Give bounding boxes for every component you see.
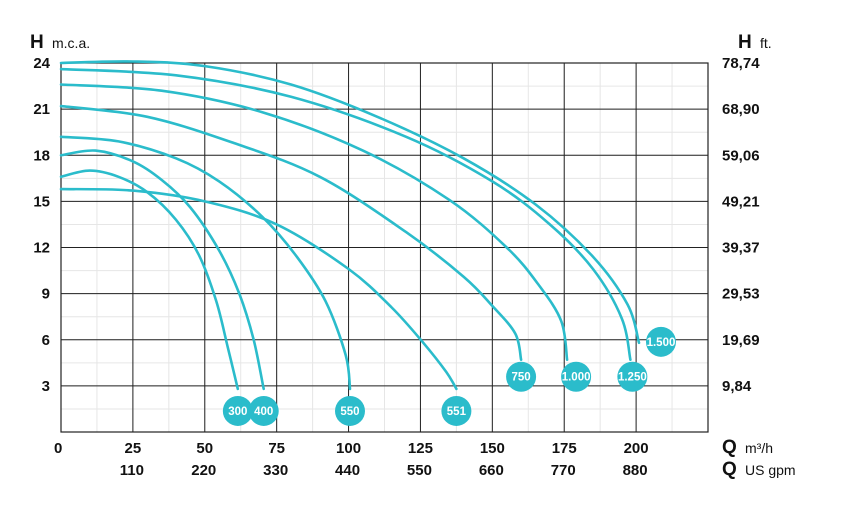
- x-primary-symbol: Q: [722, 437, 737, 458]
- x-primary-tick: 175: [552, 440, 577, 457]
- model-badge-300: 300: [222, 395, 253, 426]
- y-right-symbol: H: [738, 32, 752, 53]
- model-badge-400: 400: [248, 395, 279, 426]
- model-badge-label: 1.000: [562, 372, 591, 384]
- x-secondary-axis-title: Q US gpm: [722, 459, 796, 480]
- y-right-tick: 59,06: [722, 147, 760, 164]
- y-right-unit: ft.: [760, 35, 772, 51]
- y-right-tick: 9,84: [722, 378, 752, 395]
- x-secondary-symbol: Q: [722, 459, 737, 480]
- x-secondary-tick: 880: [623, 462, 648, 479]
- curve-550: [59, 135, 352, 391]
- model-badge-label: 551: [447, 406, 467, 418]
- model-badge-label: 550: [340, 406, 359, 418]
- curve-1000: [59, 83, 569, 361]
- y-left-tick: 15: [33, 193, 50, 210]
- curve-551: [59, 187, 458, 391]
- y-left-tick: 6: [42, 332, 50, 349]
- x-primary-tick: 25: [125, 440, 142, 457]
- model-badge-1000: 1.000: [561, 361, 592, 392]
- x-secondary-tick: 440: [335, 462, 360, 479]
- x-secondary-tick: 110: [120, 462, 144, 479]
- x-secondary-unit: US gpm: [745, 462, 796, 478]
- model-badge-label: 300: [228, 406, 247, 418]
- y-left-tick: 12: [33, 240, 50, 257]
- model-badge-label: 1.250: [618, 372, 647, 384]
- y-right-tick: 49,21: [722, 193, 760, 210]
- model-badge-750: 750: [506, 361, 537, 392]
- x-primary-tick: 200: [624, 440, 649, 457]
- y-left-tick: 3: [42, 378, 50, 395]
- model-badge-circle: [441, 395, 472, 426]
- y-right-tick: 68,90: [722, 101, 760, 118]
- y-left-tick: 24: [33, 55, 50, 72]
- x-primary-unit: m³/h: [745, 440, 773, 456]
- model-badge-circle: [334, 395, 365, 426]
- y-right-tick: 78,74: [722, 55, 760, 72]
- x-primary-axis-title: Q m³/h: [722, 437, 773, 458]
- y-left-unit: m.c.a.: [52, 35, 90, 51]
- x-secondary-tick: 660: [479, 462, 504, 479]
- y-left-tick: 18: [33, 147, 50, 164]
- x-primary-tick: 125: [408, 440, 433, 457]
- curve-400: [59, 149, 265, 391]
- y-left-symbol: H: [30, 32, 44, 53]
- x-secondary-tick: 770: [551, 462, 576, 479]
- y-left-tick: 21: [33, 101, 50, 118]
- curve-300: [59, 169, 240, 391]
- plot-area: [60, 62, 709, 433]
- x-primary-tick: 150: [480, 440, 505, 457]
- x-secondary-tick: 330: [263, 462, 288, 479]
- y-right-tick: 29,53: [722, 286, 760, 303]
- y-right-axis-title: H ft.: [738, 32, 772, 53]
- curve-1250: [59, 67, 632, 361]
- model-labels: 300 400 550 551 750 1.000 1.250 1.500: [222, 326, 676, 426]
- model-badge-label: 1.500: [647, 337, 676, 349]
- model-badge-551: 551: [441, 395, 472, 426]
- x-secondary-tick: 220: [191, 462, 216, 479]
- model-badge-circle: [561, 361, 592, 392]
- model-badge-circle: [222, 395, 253, 426]
- model-badge-circle: [645, 326, 676, 357]
- x-primary-tick: 50: [196, 440, 213, 457]
- model-badge-label: 750: [511, 372, 530, 384]
- model-badge-circle: [248, 395, 279, 426]
- x-primary-tick: 0: [54, 440, 62, 457]
- x-secondary-tick: 550: [407, 462, 432, 479]
- model-badge-1500: 1.500: [645, 326, 676, 357]
- model-badge-label: 400: [254, 406, 273, 418]
- model-badge-circle: [506, 361, 537, 392]
- model-badge-550: 550: [334, 395, 365, 426]
- y-left-axis-title: H m.c.a.: [30, 32, 90, 53]
- y-left-tick: 9: [42, 286, 50, 303]
- y-right-tick: 19,69: [722, 332, 760, 349]
- x-primary-tick: 100: [336, 440, 361, 457]
- curve-750: [59, 104, 523, 361]
- tick-labels: 24 21 18 15 12 9 6 3 78,74 68,90 59,06 49,21 39,37 29…: [33, 55, 760, 479]
- plot-frame: [60, 62, 709, 433]
- curve-1500: [59, 60, 641, 345]
- x-primary-tick: 75: [268, 440, 285, 457]
- model-badge-circle: [617, 361, 648, 392]
- model-badge-1250: 1.250: [617, 361, 648, 392]
- performance-curves: [59, 60, 641, 391]
- y-right-tick: 39,37: [722, 240, 760, 257]
